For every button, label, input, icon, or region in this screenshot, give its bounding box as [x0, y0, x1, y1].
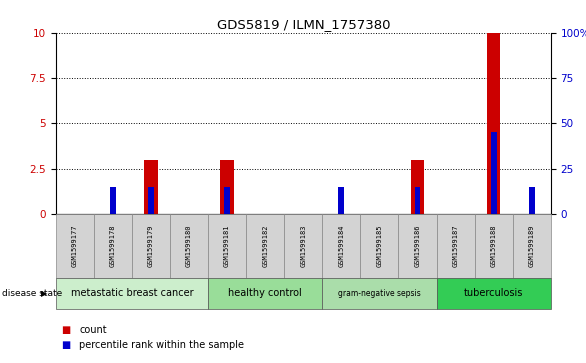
Bar: [220, 160, 234, 214]
Bar: [415, 187, 420, 214]
Bar: [411, 160, 424, 214]
Text: count: count: [79, 325, 107, 335]
Text: ▶: ▶: [41, 289, 47, 298]
Bar: [398, 214, 437, 278]
Bar: [56, 278, 208, 309]
Bar: [110, 187, 115, 214]
Text: ■: ■: [62, 325, 71, 335]
Bar: [437, 278, 551, 309]
Bar: [487, 33, 500, 214]
Bar: [322, 214, 360, 278]
Bar: [170, 214, 208, 278]
Text: disease state: disease state: [2, 289, 62, 298]
Title: GDS5819 / ILMN_1757380: GDS5819 / ILMN_1757380: [216, 19, 390, 32]
Bar: [475, 214, 513, 278]
Text: GSM1599188: GSM1599188: [490, 225, 497, 267]
Text: gram-negative sepsis: gram-negative sepsis: [338, 289, 421, 298]
Bar: [322, 278, 437, 309]
Bar: [284, 214, 322, 278]
Bar: [208, 278, 322, 309]
Bar: [246, 214, 284, 278]
Text: GSM1599189: GSM1599189: [529, 225, 535, 267]
Text: GSM1599180: GSM1599180: [186, 225, 192, 267]
Text: metastatic breast cancer: metastatic breast cancer: [70, 288, 193, 298]
Bar: [208, 214, 246, 278]
Bar: [94, 214, 132, 278]
Bar: [339, 187, 344, 214]
Text: GSM1599186: GSM1599186: [414, 225, 421, 267]
Bar: [132, 214, 170, 278]
Text: healthy control: healthy control: [229, 288, 302, 298]
Bar: [56, 214, 94, 278]
Bar: [224, 187, 230, 214]
Text: GSM1599185: GSM1599185: [376, 225, 383, 267]
Text: GSM1599184: GSM1599184: [338, 225, 345, 267]
Text: GSM1599179: GSM1599179: [148, 225, 154, 267]
Bar: [437, 214, 475, 278]
Bar: [513, 214, 551, 278]
Bar: [144, 160, 158, 214]
Text: GSM1599181: GSM1599181: [224, 225, 230, 267]
Bar: [360, 214, 398, 278]
Text: GSM1599177: GSM1599177: [71, 225, 78, 267]
Text: GSM1599182: GSM1599182: [262, 225, 268, 267]
Text: ■: ■: [62, 340, 71, 350]
Text: GSM1599178: GSM1599178: [110, 225, 116, 267]
Bar: [529, 187, 534, 214]
Text: GSM1599183: GSM1599183: [300, 225, 306, 267]
Bar: [491, 132, 496, 214]
Text: tuberculosis: tuberculosis: [464, 288, 523, 298]
Bar: [148, 187, 154, 214]
Text: GSM1599187: GSM1599187: [452, 225, 459, 267]
Text: percentile rank within the sample: percentile rank within the sample: [79, 340, 244, 350]
